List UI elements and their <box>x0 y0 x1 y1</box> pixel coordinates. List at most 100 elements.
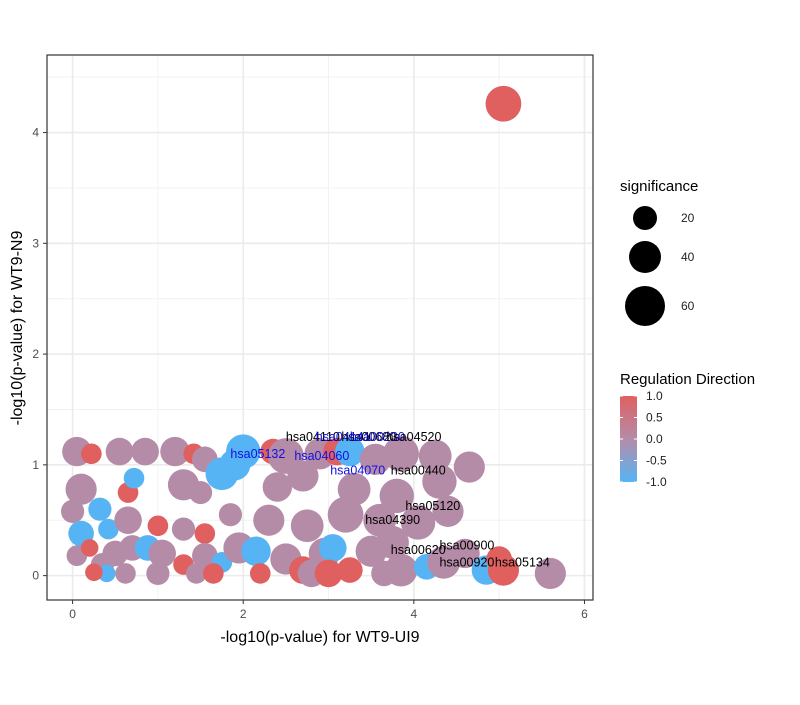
data-point <box>249 563 271 584</box>
point-label: hsa04390 <box>365 513 420 527</box>
data-point <box>318 534 347 562</box>
size-legend-label-40: 40 <box>681 250 695 264</box>
annotations-layer: hsa04110hsa04141hsa00680hsa00230hsa04520… <box>230 430 549 569</box>
x-tick-label: 6 <box>581 607 588 621</box>
data-point <box>97 564 116 583</box>
color-legend-label: 1.0 <box>646 389 663 403</box>
data-point <box>192 542 218 569</box>
data-point <box>80 539 99 557</box>
data-point <box>148 539 176 568</box>
data-point <box>171 517 196 541</box>
data-point <box>188 480 213 505</box>
data-point <box>371 560 397 587</box>
point-label: hsa04110 <box>286 430 340 444</box>
data-point <box>98 518 119 540</box>
point-label: hsa04060 <box>294 449 349 463</box>
point-label: hsa00620 <box>391 543 446 557</box>
plot-panel <box>47 55 593 600</box>
data-point <box>185 563 207 584</box>
plot-border <box>46 54 594 601</box>
data-point <box>115 563 136 584</box>
data-point <box>60 499 85 523</box>
point-label: hsa05120 <box>405 499 460 513</box>
size-legend: significance 20 40 60 <box>620 178 698 326</box>
data-point <box>147 515 169 537</box>
data-point <box>262 472 293 502</box>
data-point <box>81 443 102 465</box>
data-point <box>337 557 363 583</box>
points-layer <box>60 85 566 590</box>
data-point <box>327 496 364 533</box>
y-tick-label: 4 <box>32 126 39 140</box>
point-label: hsa00920 <box>439 555 494 569</box>
data-point <box>123 467 145 489</box>
color-legend-label: 0.0 <box>646 432 663 446</box>
size-legend-key-60 <box>625 286 665 326</box>
data-point <box>383 435 419 472</box>
data-point <box>534 557 566 590</box>
data-point <box>218 503 243 527</box>
data-point <box>85 563 103 582</box>
data-point <box>194 523 216 544</box>
data-point <box>335 436 365 467</box>
x-tick-label: 2 <box>240 607 247 621</box>
point-label: hsa04070 <box>330 463 385 477</box>
y-tick-label: 0 <box>32 569 39 583</box>
x-axis: 0 2 4 6 <box>69 600 588 621</box>
data-point <box>359 443 392 475</box>
data-point <box>114 506 142 535</box>
data-point <box>205 457 239 491</box>
data-point <box>450 538 480 569</box>
point-label: hsa00680 <box>341 430 396 444</box>
x-tick-label: 0 <box>69 607 76 621</box>
data-point <box>418 439 452 473</box>
y-tick-label: 1 <box>32 458 39 472</box>
point-label: hsa00900 <box>439 539 494 553</box>
data-point <box>160 436 190 467</box>
point-label: hsa04520 <box>387 430 442 444</box>
size-legend-label-60: 60 <box>681 299 695 313</box>
y-axis-title: -log10(p-value) for WT9-N9 <box>9 231 26 426</box>
data-point <box>379 478 414 514</box>
data-point <box>485 85 522 122</box>
color-legend-label: -1.0 <box>646 475 667 489</box>
color-legend-ticks: 1.0 0.5 0.0 -0.5 -1.0 <box>620 389 667 489</box>
point-label: hsa04141 <box>316 430 371 444</box>
data-point <box>203 563 224 584</box>
point-label: hsa00440 <box>391 463 446 477</box>
point-label: hsa05134 <box>495 555 550 569</box>
size-legend-title: significance <box>620 178 698 195</box>
color-legend: Regulation Direction 1.0 0.5 0.0 -0.5 -1.0 <box>620 371 755 489</box>
x-axis-title: -log10(p-value) for WT9-UI9 <box>220 629 419 646</box>
y-tick-label: 3 <box>32 236 39 250</box>
data-point <box>88 497 112 521</box>
data-point <box>314 559 343 588</box>
data-point <box>376 525 409 559</box>
y-axis: 0 1 2 3 4 <box>32 126 47 583</box>
data-point <box>253 504 285 536</box>
data-point <box>131 437 159 466</box>
data-point <box>105 437 134 466</box>
data-point <box>287 460 319 492</box>
data-point <box>146 561 170 586</box>
point-label: hsa00230 <box>350 430 405 444</box>
size-legend-key-20 <box>633 206 657 230</box>
color-legend-title: Regulation Direction <box>620 371 755 388</box>
x-tick-label: 4 <box>411 607 418 621</box>
point-label: hsa05132 <box>230 447 285 461</box>
color-legend-label: -0.5 <box>646 454 667 468</box>
data-point <box>290 509 324 543</box>
color-legend-bar <box>620 396 637 482</box>
data-point <box>486 546 512 572</box>
size-legend-key-40 <box>629 241 661 273</box>
data-point <box>422 464 457 499</box>
size-legend-label-20: 20 <box>681 211 695 225</box>
data-point <box>241 536 271 566</box>
y-tick-label: 2 <box>32 347 39 361</box>
data-point <box>400 505 436 540</box>
data-point <box>65 473 97 505</box>
data-point <box>432 495 464 527</box>
color-legend-label: 0.5 <box>646 411 663 425</box>
